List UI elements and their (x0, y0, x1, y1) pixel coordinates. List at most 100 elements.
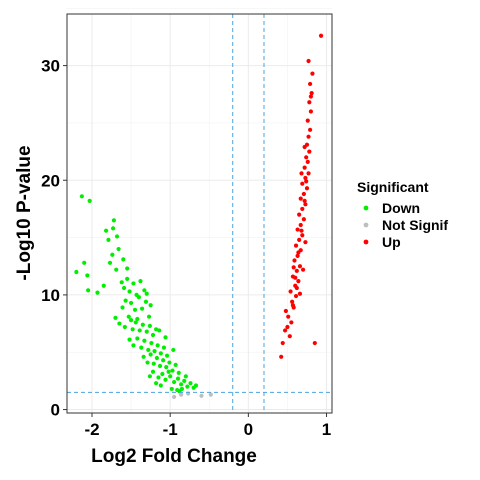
point-down (131, 343, 136, 348)
point-down (176, 370, 181, 375)
x-tick-label: 0 (244, 420, 253, 439)
point-down (142, 288, 147, 293)
plot-panel (66, 7, 333, 414)
point-up (302, 165, 307, 170)
point-up (301, 217, 306, 222)
point-down (119, 280, 124, 285)
point-down (142, 338, 147, 343)
point-up (302, 198, 307, 203)
point-down (163, 335, 168, 340)
point-up (308, 109, 313, 114)
point-up (298, 222, 303, 228)
point-up (302, 144, 307, 150)
point-down (131, 281, 136, 286)
y-axis: 0 10 20 30 (41, 57, 67, 420)
point-up (297, 291, 303, 296)
point-down (129, 300, 134, 306)
point-down (185, 384, 190, 389)
point-up (299, 171, 304, 176)
point-down (161, 358, 166, 363)
point-down (154, 381, 159, 386)
point-up (296, 279, 301, 284)
point-down (144, 291, 149, 296)
major-gridlines (67, 14, 332, 413)
x-tick-label: -2 (84, 420, 99, 439)
point-up (286, 314, 291, 319)
point-up (312, 340, 317, 346)
point-down (147, 374, 152, 379)
point-up (303, 240, 308, 245)
point-down (173, 362, 178, 367)
point-down (170, 368, 175, 373)
point-down (193, 383, 199, 388)
point-down (164, 353, 170, 358)
point-up (299, 228, 304, 233)
point-down (133, 320, 138, 325)
point-up (293, 293, 299, 299)
point-down (74, 269, 79, 275)
point-down (127, 337, 132, 342)
point-up (308, 81, 313, 87)
point-not-signif (208, 392, 213, 397)
point-down (121, 257, 126, 262)
point-down (111, 226, 116, 231)
point-up (280, 340, 285, 346)
point-down (160, 371, 165, 377)
point-down (111, 218, 117, 223)
point-up (306, 134, 311, 139)
point-down (127, 289, 132, 294)
point-down (175, 376, 181, 381)
point-up (292, 258, 297, 263)
point-up (290, 299, 295, 304)
point-down (114, 267, 119, 272)
point-up (285, 324, 290, 330)
point-down (152, 348, 157, 354)
point-down (141, 354, 146, 359)
point-down (125, 276, 130, 281)
point-up (308, 127, 313, 132)
point-up (304, 155, 309, 160)
point-down (135, 336, 140, 341)
point-down (163, 377, 168, 382)
point-down (158, 351, 163, 356)
legend-label-up: Up (382, 234, 401, 250)
point-up (300, 181, 305, 186)
point-up (283, 308, 288, 314)
point-up (295, 253, 300, 259)
point-up (296, 250, 301, 255)
minor-gridlines (67, 7, 332, 413)
x-tick-label: -1 (163, 420, 178, 439)
point-up (307, 100, 312, 105)
point-down (145, 360, 150, 365)
point-down (168, 374, 173, 379)
point-up (304, 186, 310, 191)
point-up (295, 227, 300, 232)
point-up (297, 212, 302, 217)
legend-key-not-signif (363, 222, 369, 228)
point-up (291, 265, 296, 270)
point-down (138, 279, 143, 284)
point-up (303, 175, 308, 181)
point-down (167, 360, 172, 365)
point-up (304, 179, 309, 184)
point-down (161, 345, 167, 350)
point-down (169, 386, 174, 392)
y-tick-label: 0 (51, 401, 60, 420)
point-not-signif (179, 392, 184, 397)
point-down (120, 305, 125, 310)
point-up (289, 320, 294, 325)
point-up (306, 58, 311, 64)
point-down (129, 318, 134, 323)
point-down (139, 306, 145, 311)
point-down (158, 383, 163, 388)
point-up (282, 328, 288, 333)
threshold-lines (67, 14, 332, 413)
point-down (166, 369, 171, 374)
point-up (294, 285, 299, 291)
point-down (147, 323, 152, 328)
point-down (125, 266, 130, 271)
point-up (309, 91, 314, 96)
point-down (82, 260, 87, 265)
